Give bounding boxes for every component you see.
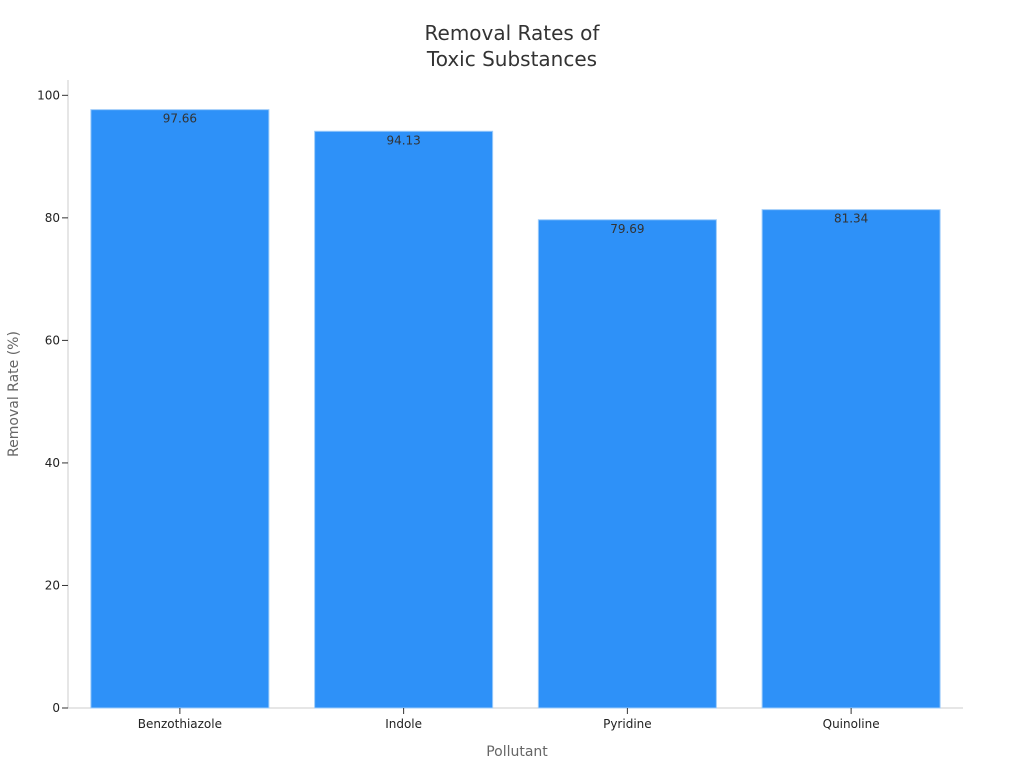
y-tick-label: 40 [45,456,60,470]
data-label: 79.69 [610,222,644,236]
x-tick-label: Indole [385,717,422,731]
chart-title-line-1: Removal Rates of [425,21,601,45]
y-tick-label: 100 [37,88,60,102]
bar-benzothiazole [90,109,270,709]
x-tick-label: Quinoline [823,717,880,731]
data-label: 81.34 [834,212,868,226]
bar-pyridine [537,219,717,709]
x-tick-label: Benzothiazole [138,717,222,731]
y-tick-label: 20 [45,578,60,592]
x-axis-label: Pollutant [486,744,548,760]
plot-area: 0 20 40 60 80 100 97.66 Benzothiazole 94.13 Indol… [37,80,963,731]
y-tick-label: 0 [52,701,60,715]
bar-quinoline [761,209,941,709]
y-tick-label: 80 [45,211,60,225]
y-axis-label: Removal Rate (%) [6,331,22,457]
bar-indole [314,130,494,709]
data-label: 97.66 [163,112,197,126]
data-label: 94.13 [386,133,420,147]
y-tick-label: 60 [45,333,60,347]
x-tick-label: Pyridine [603,717,652,731]
chart-title-line-2: Toxic Substances [426,47,597,71]
